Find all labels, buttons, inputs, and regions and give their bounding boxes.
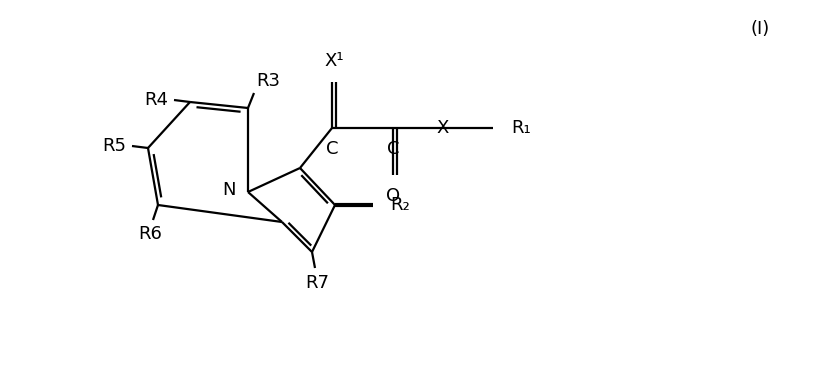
Text: C: C xyxy=(326,140,338,158)
Text: X: X xyxy=(436,119,449,137)
Text: R₂: R₂ xyxy=(390,196,410,214)
Text: (I): (I) xyxy=(751,20,770,38)
Text: C: C xyxy=(387,140,399,158)
Text: R3: R3 xyxy=(256,72,280,90)
Text: R5: R5 xyxy=(102,137,126,155)
Text: R₁: R₁ xyxy=(511,119,530,137)
Text: R4: R4 xyxy=(144,91,168,109)
Text: N: N xyxy=(223,181,236,199)
Text: R6: R6 xyxy=(138,225,162,243)
Text: R7: R7 xyxy=(305,274,329,292)
Text: O: O xyxy=(386,187,400,205)
Text: X¹: X¹ xyxy=(324,52,344,70)
